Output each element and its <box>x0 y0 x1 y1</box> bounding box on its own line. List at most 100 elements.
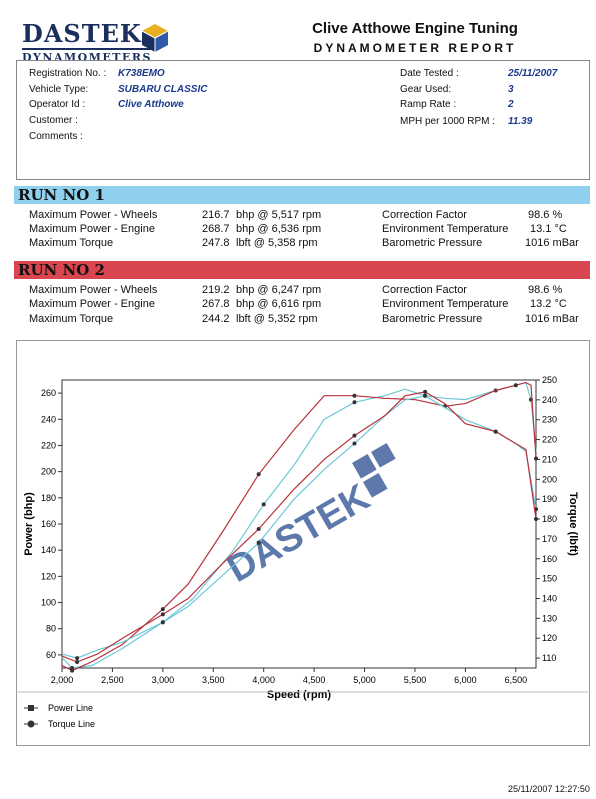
run1-row2-key: Environment Temperature <box>382 223 509 235</box>
run2-row1-label: Maximum Power - Wheels <box>29 284 158 296</box>
report-title: DYNAMOMETER REPORT <box>313 41 517 55</box>
run1-row3-val: 1016 mBar <box>525 237 579 249</box>
run2-row3-val: 1016 mBar <box>525 313 579 325</box>
series-point <box>493 429 498 434</box>
legend-label: Power Line <box>48 703 93 713</box>
run2-row1-val: 98.6 % <box>528 284 563 296</box>
y-right-tick-label: 160 <box>542 554 557 564</box>
y-left-tick-label: 180 <box>41 493 56 503</box>
run1-row1-unit: bhp @ 5,517 rpm <box>236 209 322 221</box>
run1-row2-unit: bhp @ 6,536 rpm <box>236 223 322 235</box>
series-point <box>160 612 165 617</box>
series-point <box>75 656 80 661</box>
y-right-tick-label: 150 <box>542 574 557 584</box>
watermark-cube-icon <box>352 443 396 498</box>
dastek-logo: DASTEK DYNAMOMETERS <box>22 22 152 63</box>
x-tick-label: 4,000 <box>252 675 275 685</box>
series-point <box>534 517 538 522</box>
customer-label: Customer : <box>29 115 78 126</box>
logo-line2: DYNAMOMETERS <box>22 48 152 63</box>
x-tick-label: 3,000 <box>152 675 175 685</box>
mph-value: 11.39 <box>508 116 533 127</box>
series-point <box>513 383 518 388</box>
legend-square-icon <box>28 705 34 711</box>
y-left-tick-label: 140 <box>41 545 56 555</box>
series-point <box>256 472 261 477</box>
run1-row2-label: Maximum Power - Engine <box>29 223 155 235</box>
y-left-tick-label: 160 <box>41 519 56 529</box>
legend-circle-icon <box>27 720 35 728</box>
gear-value: 3 <box>508 84 514 95</box>
run1-row1-key: Correction Factor <box>382 209 467 221</box>
series-point <box>352 433 357 438</box>
run2-row2-key: Environment Temperature <box>382 298 509 310</box>
y-left-tick-label: 120 <box>41 571 56 581</box>
company-name: Clive Atthowe Engine Tuning <box>312 20 518 37</box>
x-tick-label: 5,000 <box>353 675 376 685</box>
x-tick-label: 2,000 <box>51 675 74 685</box>
run2-row1-unit: bhp @ 6,247 rpm <box>236 284 322 296</box>
series-point <box>352 400 357 405</box>
y-right-tick-label: 200 <box>542 474 557 484</box>
logo-line1: DASTEK <box>22 19 142 48</box>
date-value: 25/11/2007 <box>508 68 558 79</box>
run2-row2-label: Maximum Power - Engine <box>29 298 155 310</box>
y-right-tick-label: 110 <box>542 653 556 663</box>
chart-panel <box>16 340 590 746</box>
series-point <box>534 456 538 461</box>
run1-row1-value: 216.7 <box>202 209 230 221</box>
series-point <box>70 668 75 673</box>
operator-value: Clive Atthowe <box>118 99 184 110</box>
run2-row1-key: Correction Factor <box>382 284 467 296</box>
series-line-4 <box>61 391 537 663</box>
run1-row2-value: 268.7 <box>202 223 230 235</box>
series-point <box>352 441 357 446</box>
run2-row3-label: Maximum Torque <box>29 313 114 325</box>
y-right-tick-label: 230 <box>542 415 557 425</box>
y-right-tick-label: 250 <box>542 375 557 385</box>
run2-row3-value: 244.2 <box>202 313 230 325</box>
y-left-tick-label: 200 <box>41 467 56 477</box>
registration-value: K738EMO <box>118 68 165 79</box>
run1-row2-val: 13.1 °C <box>530 223 567 235</box>
x-tick-label: 4,500 <box>303 675 326 685</box>
y-left-axis-label: Power (bhp) <box>23 492 35 556</box>
run1-row1-label: Maximum Power - Wheels <box>29 209 158 221</box>
operator-label: Operator Id : <box>29 99 86 110</box>
y-right-tick-label: 130 <box>542 613 557 623</box>
y-left-tick-label: 100 <box>41 598 56 608</box>
series-point <box>261 502 266 507</box>
run2-row1-value: 219.2 <box>202 284 230 296</box>
series-point <box>256 540 261 545</box>
run1-row3-key: Barometric Pressure <box>382 237 483 249</box>
y-left-tick-label: 60 <box>46 650 56 660</box>
gear-label: Gear Used: <box>400 84 452 95</box>
run1-row3-unit: lbft @ 5,358 rpm <box>236 237 318 249</box>
run2-header: RUN NO 2 <box>14 261 590 279</box>
series-point <box>160 607 165 612</box>
run1-row3-label: Maximum Torque <box>29 237 114 249</box>
y-right-tick-label: 180 <box>542 514 557 524</box>
run1-row1-val: 98.6 % <box>528 209 563 221</box>
date-label: Date Tested : <box>400 68 459 79</box>
x-tick-label: 6,000 <box>454 675 477 685</box>
x-axis-label: Speed (rpm) <box>267 689 332 701</box>
x-tick-label: 2,500 <box>101 675 124 685</box>
registration-label: Registration No. : <box>29 68 107 79</box>
x-tick-label: 6,500 <box>505 675 528 685</box>
x-tick-label: 3,500 <box>202 675 225 685</box>
run1-header: RUN NO 1 <box>14 186 590 204</box>
series-point <box>352 393 357 398</box>
run2-row2-val: 13.2 °C <box>530 298 567 310</box>
vehicle-info-panel <box>16 60 590 180</box>
cube-logo-icon <box>141 24 169 52</box>
y-right-tick-label: 220 <box>542 435 557 445</box>
y-right-tick-label: 190 <box>542 494 557 504</box>
ramp-label: Ramp Rate : <box>400 99 457 110</box>
run2-row2-value: 267.8 <box>202 298 230 310</box>
y-left-tick-label: 220 <box>41 440 56 450</box>
y-right-tick-label: 240 <box>542 395 557 405</box>
y-left-tick-label: 80 <box>46 624 56 634</box>
mph-label: MPH per 1000 RPM : <box>400 116 496 127</box>
